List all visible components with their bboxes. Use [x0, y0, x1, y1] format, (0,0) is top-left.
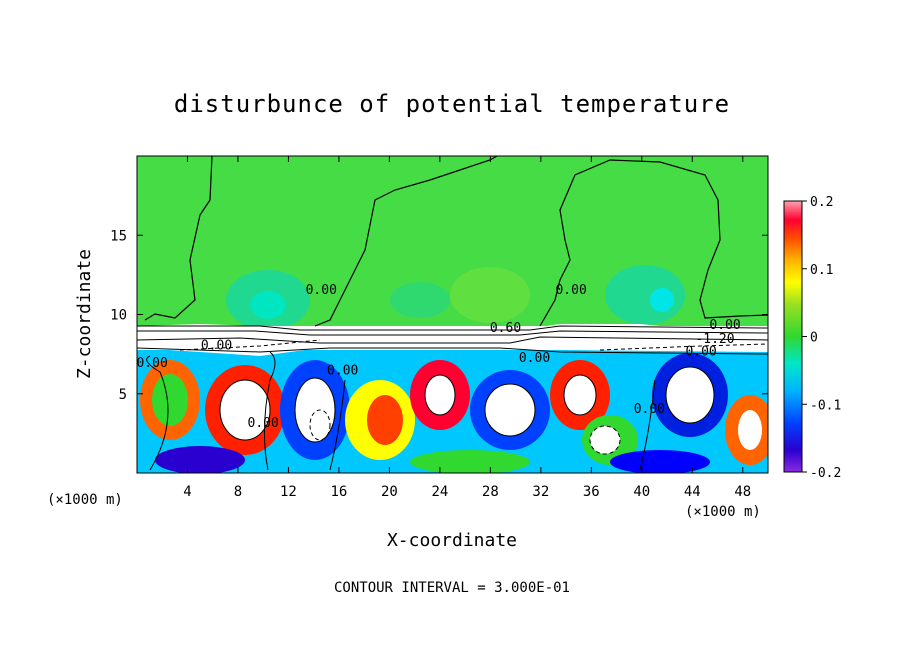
contour-interval-note: CONTOUR INTERVAL = 3.000E-01	[334, 580, 570, 596]
y-tick-label: 5	[119, 387, 127, 403]
x-unit-right: (×1000 m)	[685, 504, 761, 520]
x-tick-label: 16	[330, 484, 347, 500]
upper-blob	[450, 267, 530, 323]
x-tick-label: 48	[734, 484, 751, 500]
lower-contours	[146, 351, 715, 471]
x-tick-label: 44	[684, 484, 701, 500]
contour-label: 0.00	[136, 356, 167, 371]
x-tick-label: 24	[431, 484, 448, 500]
x-tick-label: 32	[532, 484, 549, 500]
contour-label: 0.00	[327, 364, 358, 379]
chart-title: disturbunce of potential temperature	[174, 90, 730, 118]
x-tick-label: 20	[381, 484, 398, 500]
colorbar-tick-label: 0.1	[810, 263, 833, 278]
colorbar-ticks: -0.2 -0.1 0 0.1 0.2	[802, 195, 841, 481]
x-tick-label: 40	[633, 484, 650, 500]
x-tick-label: 12	[280, 484, 297, 500]
colorbar: -0.2 -0.1 0 0.1 0.2	[783, 195, 841, 481]
y-ticks: 5 10 15	[110, 228, 768, 403]
contour-labels: 0.00 0.000.000.600.00 -1.200.000.000.000.0…	[136, 283, 740, 431]
upper-blob	[650, 288, 674, 312]
x-axis-label: X-coordinate	[387, 530, 517, 551]
colorbar-tick-label: 0.2	[810, 195, 833, 210]
contour-label: 0.00	[306, 283, 337, 298]
x-tick-label: 4	[183, 484, 191, 500]
colorbar-tick-label: -0.1	[810, 398, 841, 413]
colorbar-gradient	[783, 200, 803, 473]
upper-blob	[250, 291, 286, 319]
inversion-contours	[137, 325, 768, 355]
zero-contours	[144, 156, 768, 327]
contour-label: 0.60	[490, 321, 521, 336]
inversion-wedge	[137, 324, 768, 356]
colorbar-tick-label: -0.2	[810, 466, 841, 481]
upper-blob	[390, 282, 450, 318]
contour-label: 0.00	[248, 416, 279, 431]
x-tick-label: 36	[583, 484, 600, 500]
contour-label: 0.00	[685, 345, 716, 360]
y-axis-label: Z-coordinate	[74, 249, 95, 379]
contour-label: 0.00	[709, 318, 740, 333]
contour-label: 0.00	[555, 283, 586, 298]
x-tick-label: 28	[482, 484, 499, 500]
turbulent-eddies	[140, 353, 768, 473]
colorbar-tick-label: 0	[810, 331, 818, 346]
contour-label: -1.20	[695, 332, 734, 347]
x-ticks: 4 8 12 16 20 24 28 32 36 40 44 48	[183, 156, 751, 500]
contour-label: 0.00	[519, 351, 550, 366]
x-tick-label: 8	[234, 484, 242, 500]
upper-blob	[605, 265, 685, 325]
contour-label: 0.00	[201, 338, 232, 353]
plot-area	[137, 156, 768, 473]
y-tick-label: 15	[110, 228, 127, 244]
x-unit-left: (×1000 m)	[47, 492, 123, 508]
contour-label: 0.00	[634, 402, 665, 417]
y-tick-label: 10	[110, 308, 127, 324]
